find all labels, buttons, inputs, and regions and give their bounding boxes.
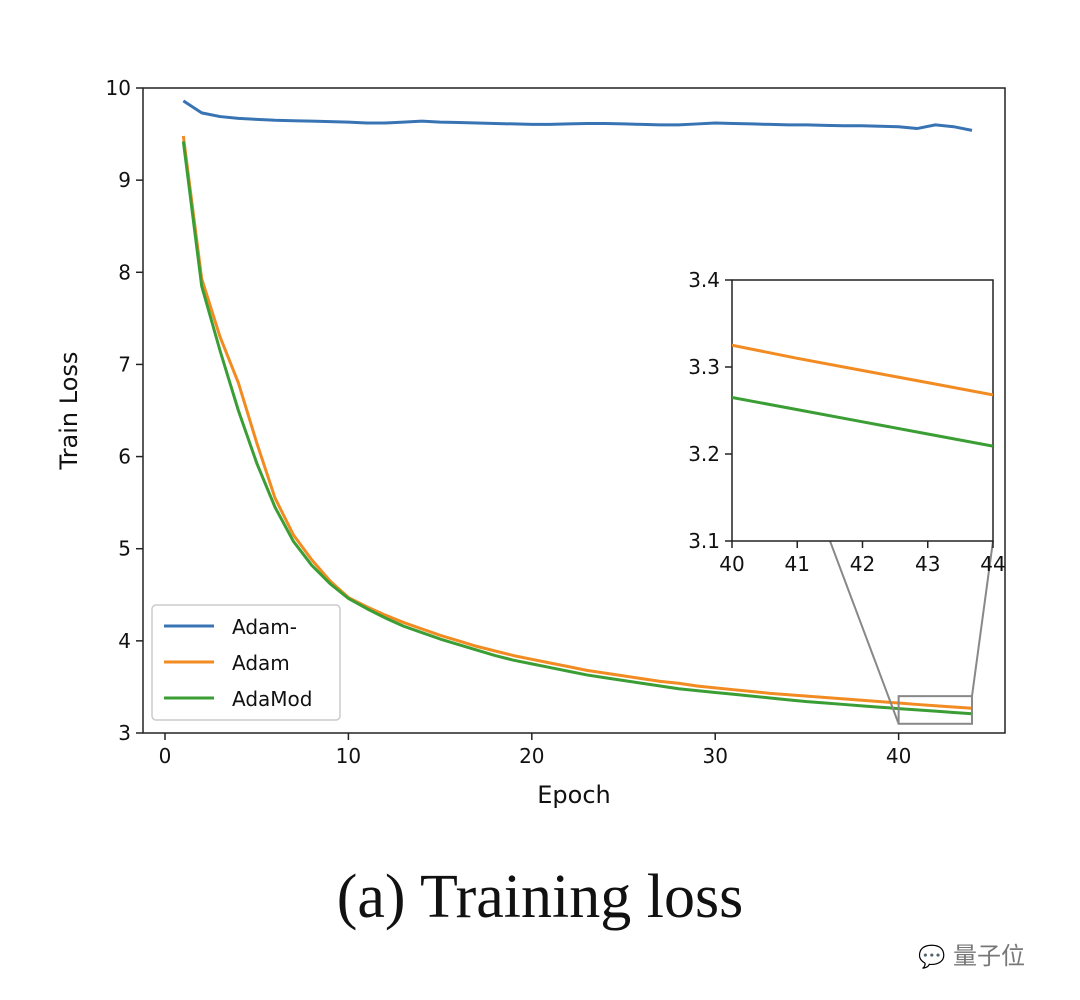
x-axis-label: Epoch	[537, 781, 611, 809]
inset-x-tick-label: 41	[785, 552, 810, 576]
y-tick-label: 6	[118, 445, 131, 469]
zoom-connector	[970, 540, 994, 697]
legend: Adam- Adam AdaMod	[151, 604, 341, 721]
legend-box	[151, 604, 341, 721]
inset-y-tick-label: 3.1	[688, 529, 720, 553]
plot-frame	[142, 87, 1006, 734]
inset-y-tick-label: 3.2	[688, 442, 720, 466]
inset-x-tick-label: 42	[850, 552, 875, 576]
inset-x-tick-label: 43	[915, 552, 940, 576]
x-tick-label: 0	[159, 744, 172, 768]
legend-label: AdaMod	[232, 687, 312, 711]
inset-x-tick-label: 40	[719, 552, 744, 576]
y-axis-label: Train Loss	[55, 352, 83, 471]
y-tick-label: 9	[118, 168, 131, 192]
figure-caption: (a) Training loss	[336, 863, 744, 931]
series-line-adam	[181, 135, 973, 710]
y-tick-label: 5	[118, 537, 131, 561]
y-tick-label: 4	[118, 629, 131, 653]
watermark: 💬 量子位	[918, 936, 1025, 971]
watermark-text: 量子位	[953, 942, 1026, 970]
y-tick-label: 7	[118, 352, 131, 376]
zoom-region-box	[897, 695, 973, 725]
inset-frame	[731, 279, 994, 542]
x-tick-label: 30	[702, 744, 727, 768]
x-tick-label: 20	[519, 744, 544, 768]
inset-y-tick-label: 3.4	[688, 268, 720, 292]
y-tick-label: 8	[118, 260, 131, 284]
y-tick-label: 10	[106, 76, 131, 100]
series-line-adam	[182, 99, 973, 132]
y-tick-label: 3	[118, 721, 131, 745]
inset-x-tick-label: 44	[980, 552, 1005, 576]
inset-y-tick-label: 3.3	[688, 355, 720, 379]
series-line-adamod	[181, 141, 973, 716]
x-tick-label: 10	[336, 744, 361, 768]
legend-label: Adam	[232, 651, 290, 675]
x-tick-label: 40	[886, 744, 911, 768]
legend-label: Adam-	[232, 615, 297, 639]
wechat-icon: 💬	[918, 945, 946, 970]
